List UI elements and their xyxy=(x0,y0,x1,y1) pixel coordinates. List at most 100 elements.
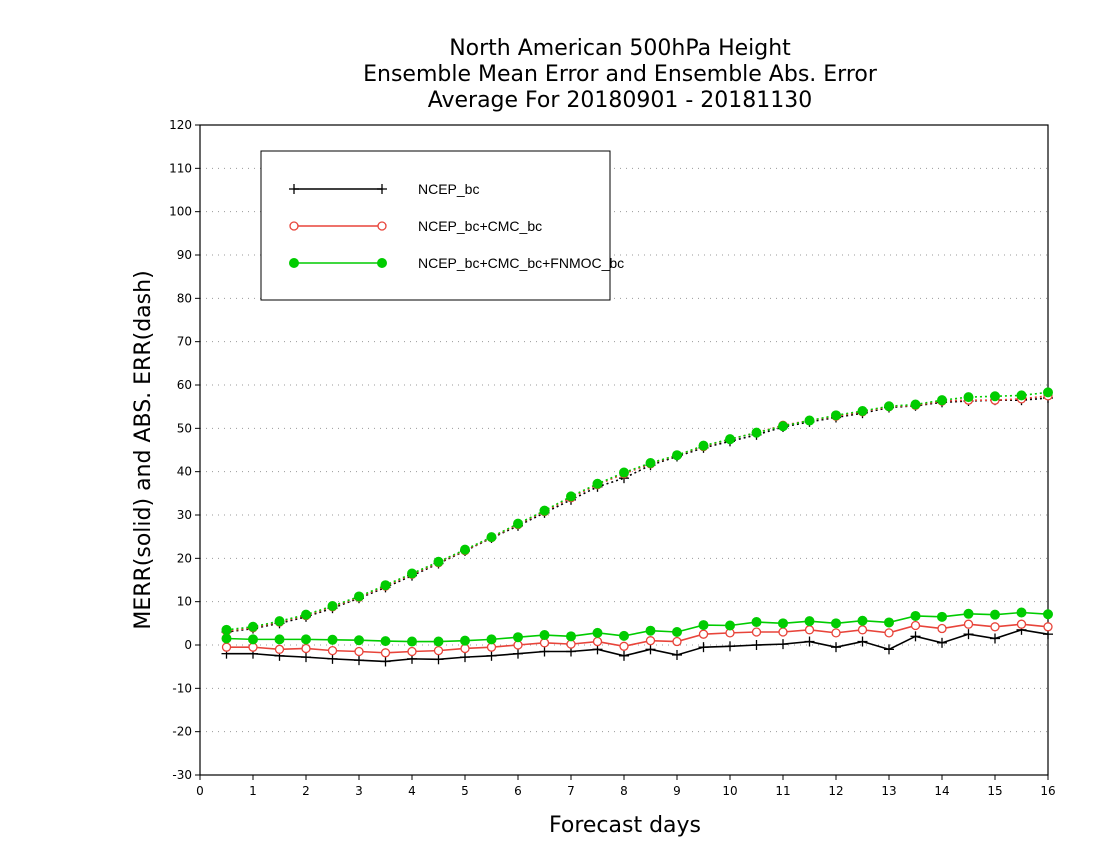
merr-point xyxy=(1043,622,1053,632)
merr-point xyxy=(354,646,364,657)
merr-point xyxy=(645,636,656,646)
merr-point xyxy=(990,633,1000,644)
abs-err-point xyxy=(910,399,921,410)
merr-point xyxy=(937,623,947,634)
series xyxy=(221,387,1053,667)
chart-title-line-2: Ensemble Mean Error and Ensemble Abs. Er… xyxy=(363,62,877,87)
merr-point xyxy=(672,627,682,637)
merr-point xyxy=(990,609,1000,620)
merr-point xyxy=(433,645,444,656)
merr-point xyxy=(857,615,868,626)
merr-point xyxy=(248,634,258,645)
abs-err-point xyxy=(937,395,947,406)
y-tick-label: 90 xyxy=(177,248,192,262)
y-tick-label: 0 xyxy=(184,638,192,652)
series-2 xyxy=(221,387,1053,647)
y-tick-label: 80 xyxy=(177,291,192,305)
merr-point xyxy=(1016,619,1027,629)
x-tick-label: 5 xyxy=(461,784,469,798)
y-tick-label: 120 xyxy=(169,118,192,132)
legend-marker xyxy=(289,258,299,268)
merr-point xyxy=(354,635,364,646)
legend-marker xyxy=(377,221,387,231)
merr-point xyxy=(248,642,258,652)
merr-point xyxy=(460,635,470,646)
y-tick-label: -10 xyxy=(172,681,192,695)
merr-point xyxy=(831,628,841,638)
merr-point xyxy=(566,639,576,649)
x-tick-label: 11 xyxy=(775,784,790,798)
legend-marker xyxy=(377,184,387,194)
merr-point xyxy=(486,642,497,652)
y-tick-label: 10 xyxy=(177,595,192,609)
x-tick-label: 9 xyxy=(673,784,681,798)
x-tick-label: 8 xyxy=(620,784,628,798)
abs-err-point xyxy=(963,392,974,403)
chart-title-line-3: Average For 20180901 - 20181130 xyxy=(427,88,813,113)
abs-err-point xyxy=(990,391,1000,402)
legend-label: NCEP_bc xyxy=(418,181,479,197)
abs-err-point xyxy=(433,556,444,567)
abs-err-point xyxy=(1016,390,1027,401)
merr-point xyxy=(857,636,868,647)
legend-marker xyxy=(377,258,387,268)
abs-err-point xyxy=(751,427,762,438)
merr-point xyxy=(301,634,311,645)
x-tick-label: 2 xyxy=(302,784,310,798)
x-tick-label: 1 xyxy=(249,784,257,798)
x-tick-label: 3 xyxy=(355,784,363,798)
merr-point xyxy=(698,642,709,653)
y-tick-label: -30 xyxy=(172,768,192,782)
y-tick-label: 60 xyxy=(177,378,192,392)
merr-point xyxy=(566,631,576,642)
merr-point xyxy=(884,628,894,638)
legend-marker xyxy=(289,221,299,231)
merr-point xyxy=(619,641,629,651)
x-tick-label: 0 xyxy=(196,784,204,798)
merr-point xyxy=(407,636,417,647)
abs-err-point xyxy=(698,440,709,451)
y-tick-label: 30 xyxy=(177,508,192,522)
merr-point xyxy=(963,619,974,629)
merr-point xyxy=(592,636,603,647)
y-tick-label: 50 xyxy=(177,421,192,435)
merr-point xyxy=(221,642,232,652)
x-tick-label: 6 xyxy=(514,784,522,798)
y-tick-label: 110 xyxy=(169,161,192,175)
merr-point xyxy=(963,608,974,619)
merr-point xyxy=(751,617,762,628)
merr-point xyxy=(619,650,629,661)
merr-point xyxy=(327,645,338,656)
merr-point xyxy=(937,637,947,648)
abs-err-point xyxy=(725,434,735,445)
abs-err-point xyxy=(857,406,868,416)
abs-err-point xyxy=(301,609,311,620)
y-tick-label: 100 xyxy=(169,205,192,219)
abs-err-point xyxy=(513,518,523,529)
abs-err-point xyxy=(486,532,497,543)
merr-point xyxy=(486,634,497,645)
abs-err-point xyxy=(380,580,391,591)
merr-line xyxy=(226,629,1049,663)
x-axis-label: Forecast days xyxy=(549,813,701,838)
merr-point xyxy=(1043,609,1053,620)
series-0 xyxy=(221,393,1053,667)
x-tick-label: 4 xyxy=(408,784,416,798)
merr-point xyxy=(380,656,391,667)
abs-err-point xyxy=(619,467,629,478)
merr-point xyxy=(460,652,470,663)
merr-point xyxy=(725,641,735,652)
abs-err-point xyxy=(327,601,338,611)
merr-point xyxy=(778,639,788,650)
abs-err-point xyxy=(804,415,815,426)
merr-point xyxy=(778,627,788,637)
legend-label: NCEP_bc+CMC_bc+FNMOC_bc xyxy=(418,255,624,271)
abs-err-line xyxy=(226,391,1049,631)
merr-point xyxy=(831,642,841,653)
chart-title-line-1: North American 500hPa Height xyxy=(449,36,791,61)
abs-err-point xyxy=(672,450,682,461)
merr-point xyxy=(698,620,709,631)
merr-point xyxy=(301,643,311,654)
merr-point xyxy=(380,636,391,647)
